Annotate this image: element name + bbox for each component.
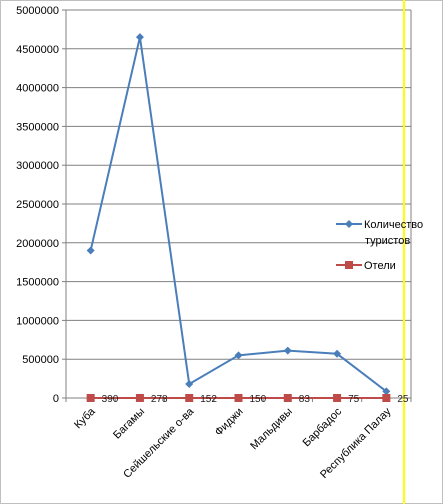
data-point [382,393,391,402]
y-tick-label: 3000000 [16,160,59,172]
y-tick-label: 4500000 [16,44,59,56]
y-tick-label: 3500000 [16,121,59,133]
legend-label: Количество туристов [364,219,423,247]
legend-marker [345,220,353,228]
y-tick-label: 0 [53,393,59,405]
data-point [135,393,144,402]
data-point [333,349,342,358]
y-tick-label: 1500000 [16,277,59,289]
data-point [135,33,144,42]
y-tick-label: 2000000 [16,238,59,250]
data-label: 83 [299,394,311,405]
legend-label: Отели [364,260,396,272]
legend: Количество туристов Отели [336,219,423,272]
data-label: 390 [102,394,119,405]
y-tick-label: 4000000 [16,83,59,95]
data-label: 150 [250,394,267,405]
data-label: 152 [200,394,217,405]
data-point [333,393,342,402]
data-point [86,393,95,402]
data-label: 25 [397,394,409,405]
y-tick-label: 500000 [22,354,59,366]
data-point [283,393,292,402]
data-point [234,393,243,402]
y-tick-label: 2500000 [16,199,59,211]
data-point [283,346,292,355]
data-point [185,393,194,402]
legend-marker [345,261,353,269]
data-point [86,246,95,255]
y-tick-label: 1000000 [16,315,59,327]
data-point [234,351,243,360]
y-axis-ticks: 0 500000 1000000 1500000 2000000 2500000 30000… [16,5,66,405]
data-label: 75 [348,394,360,405]
data-label: 278 [151,394,168,405]
series-group: 390 278 152 150 83 75 25 [86,33,409,405]
data-point [185,380,194,389]
y-tick-label: 5000000 [16,5,59,17]
data-point [382,387,391,396]
